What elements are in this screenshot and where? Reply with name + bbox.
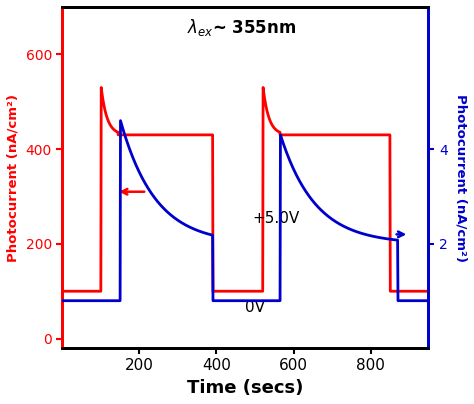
- Text: $\lambda_{ex}$~ 355nm: $\lambda_{ex}$~ 355nm: [187, 17, 296, 38]
- Text: 0V: 0V: [246, 300, 265, 315]
- Y-axis label: Photocurrent (nA/cm²): Photocurrent (nA/cm²): [7, 93, 20, 261]
- Text: +5.0V: +5.0V: [253, 211, 300, 226]
- Y-axis label: Photocurrent (nA/cm²): Photocurrent (nA/cm²): [454, 93, 467, 261]
- X-axis label: Time (secs): Time (secs): [187, 379, 303, 397]
